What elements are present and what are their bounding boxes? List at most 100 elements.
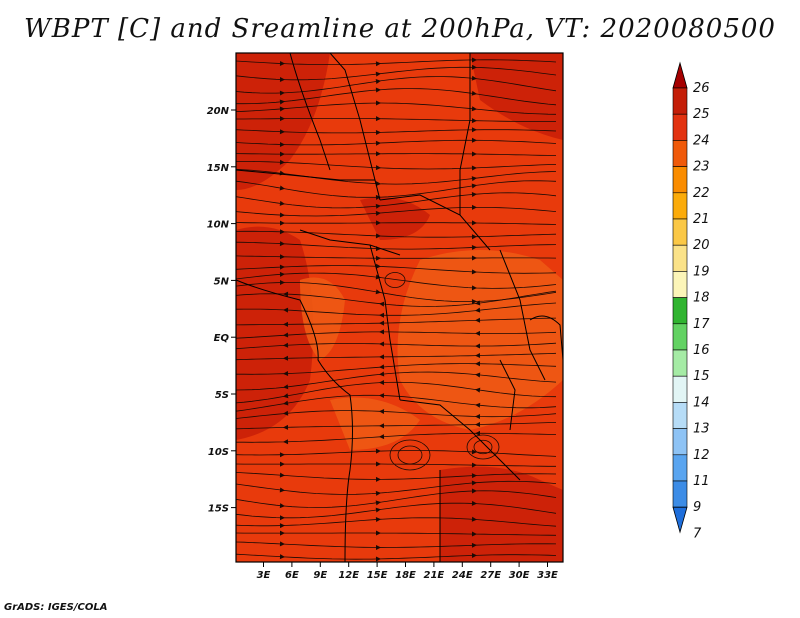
streamline-arrow [375, 517, 381, 523]
streamline [235, 410, 557, 419]
streamline-arrow [471, 462, 477, 468]
streamline-arrow [375, 100, 381, 106]
streamline-arrow [471, 488, 477, 494]
streamline-arrow [279, 279, 285, 285]
streamline [235, 541, 557, 548]
streamline-arrow [379, 301, 385, 307]
streamline-arrow [471, 106, 477, 112]
colorbar-label: 22 [693, 186, 710, 201]
streamline-arrow [279, 116, 285, 122]
streamline-arrow [379, 434, 385, 440]
streamline-arrow [283, 400, 289, 406]
streamline [235, 352, 557, 361]
colorbar-label: 17 [693, 317, 710, 332]
streamline-arrow [279, 229, 285, 235]
streamline-arrow [379, 341, 385, 347]
colorbar-label: 20 [693, 238, 710, 253]
streamline [235, 241, 557, 250]
colorbar-segment [672, 140, 688, 167]
streamline-eddy [389, 439, 431, 471]
streamline-arrow [379, 371, 385, 377]
streamline-arrow [283, 410, 289, 416]
streamline-arrow [375, 71, 381, 77]
streamline-arrow [375, 165, 381, 171]
streamline-arrow [471, 183, 477, 189]
streamline [235, 450, 557, 457]
streamline-arrow [471, 542, 477, 548]
streamline-arrow [471, 500, 477, 506]
country-border [499, 249, 546, 381]
y-tick-label: 20N [207, 106, 230, 117]
streamline-eddy [384, 272, 406, 288]
streamline [235, 490, 557, 508]
streamline-arrow [475, 372, 481, 378]
streamline [235, 317, 557, 326]
streamline-arrow [283, 291, 289, 297]
country-border [369, 244, 401, 401]
x-tick-label: 9E [313, 570, 327, 581]
y-tick-label: 10S [208, 447, 229, 458]
streamline-arrow [279, 185, 285, 191]
streamline-arrow [279, 90, 285, 96]
streamline-arrow [279, 271, 285, 277]
streamline [235, 139, 557, 146]
streamline [235, 422, 557, 430]
streamline-arrow [279, 523, 285, 529]
colorbar-label: 19 [693, 264, 710, 279]
x-tick-label: 6E [285, 570, 299, 581]
y-tick-label: 10N [207, 220, 230, 231]
streamline-arrow [471, 137, 477, 143]
streamline-arrow [471, 269, 477, 275]
streamline [235, 76, 557, 94]
streamline-arrow [283, 439, 289, 445]
streamline-arrow [379, 354, 385, 360]
x-tick-label: 30E [509, 570, 530, 581]
country-border [459, 53, 471, 215]
streamline-arrow [475, 343, 481, 349]
colorbar-label: 14 [693, 395, 710, 410]
streamline-arrow [471, 191, 477, 197]
streamline-arrow [475, 300, 481, 306]
streamline [235, 66, 557, 81]
streamline-arrow [279, 99, 285, 105]
streamline-arrow [379, 409, 385, 415]
streamline-arrow [375, 194, 381, 200]
streamline [236, 118, 556, 122]
colorbar-label: 18 [693, 291, 710, 306]
x-tick-label: 27E [480, 570, 501, 581]
streamline-eddy [466, 434, 500, 460]
colorbar-segment [672, 192, 688, 220]
country-border [529, 315, 564, 361]
colorbar-segment [672, 323, 688, 351]
streamline-arrow [375, 461, 381, 467]
streamline-arrow [283, 307, 289, 313]
streamline-arrow [375, 530, 381, 536]
streamline-arrow [375, 544, 381, 550]
x-tick-label: 12E [338, 570, 359, 581]
streamline-arrow [471, 234, 477, 240]
colorbar-label: 16 [693, 343, 710, 358]
y-tick-label: EQ [214, 333, 230, 344]
streamline-arrow [279, 452, 285, 458]
y-axis: 20N 15N 10N 5N EQ 5S 10S 15S [207, 106, 236, 515]
fill-dark-region [470, 53, 563, 140]
streamline-arrow [471, 127, 477, 133]
streamline-arrow [471, 75, 477, 81]
streamline-arrow [471, 151, 477, 157]
x-tick-label: 18E [395, 570, 416, 581]
streamline-arrow [475, 307, 481, 313]
streamline-arrow [375, 500, 381, 506]
streamline-arrow [475, 352, 481, 358]
fill-dark-region [236, 226, 314, 440]
streamline-arrow [279, 200, 285, 206]
y-tick-label: 15S [208, 504, 229, 515]
streamline-arrow [471, 285, 477, 291]
streamline [236, 161, 557, 170]
streamline-arrow [283, 332, 289, 338]
streamline-arrow [375, 263, 381, 269]
country-border [299, 229, 401, 256]
streamline-arrow [375, 87, 381, 93]
streamline-arrow [475, 361, 481, 367]
streamline [235, 265, 557, 274]
colorbar-segment [672, 244, 688, 272]
